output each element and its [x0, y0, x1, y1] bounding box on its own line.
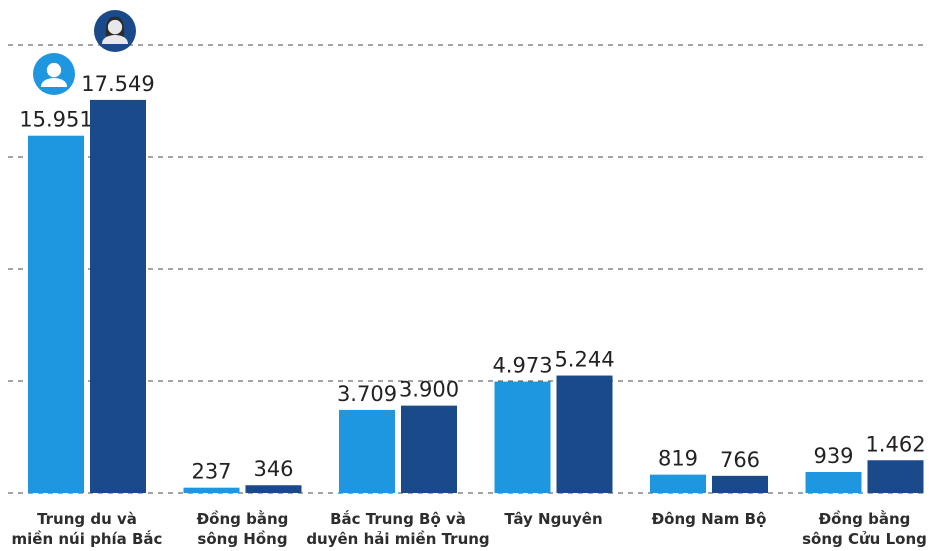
value-label-1-1: 346 [253, 457, 293, 481]
value-label-3-1: 5.244 [554, 348, 614, 372]
value-label-5-1: 1.462 [865, 432, 925, 456]
value-label-4-1: 766 [720, 448, 760, 472]
category-label-0: Trung du và miền núi phía Bắc [12, 510, 163, 548]
bar-1-0 [183, 487, 240, 493]
value-label-0-1: 17.549 [81, 72, 154, 96]
female-person-icon [94, 10, 136, 52]
bar-0-0 [28, 135, 84, 493]
bar-0-1 [90, 99, 146, 493]
value-label-4-0: 819 [658, 447, 698, 471]
bar-5-1 [867, 460, 924, 493]
category-label-4: Đông Nam Bộ [652, 510, 767, 528]
bar-2-0 [339, 409, 395, 493]
bar-4-1 [712, 475, 768, 493]
value-label-2-1: 3.900 [399, 378, 459, 402]
category-label-2: Bắc Trung Bộ và duyên hải miền Trung [306, 509, 489, 548]
value-label-5-0: 939 [813, 444, 853, 468]
bar-3-1 [556, 375, 613, 493]
category-label-5: Đồng bằng sông Cửu Long [802, 509, 927, 548]
value-label-2-0: 3.709 [337, 382, 397, 406]
bar-1-1 [245, 485, 302, 493]
bar-2-1 [401, 405, 457, 493]
bar-3-0 [494, 381, 551, 493]
bar-5-0 [805, 471, 862, 493]
value-label-3-0: 4.973 [492, 354, 552, 378]
value-label-1-0: 237 [191, 460, 231, 484]
value-label-0-0: 15.951 [19, 108, 92, 132]
category-label-3: Tây Nguyên [504, 510, 602, 528]
male-person-icon [33, 53, 75, 95]
bar-4-0 [650, 474, 706, 493]
category-label-1: Đồng bằng sông Hồng [197, 509, 289, 548]
